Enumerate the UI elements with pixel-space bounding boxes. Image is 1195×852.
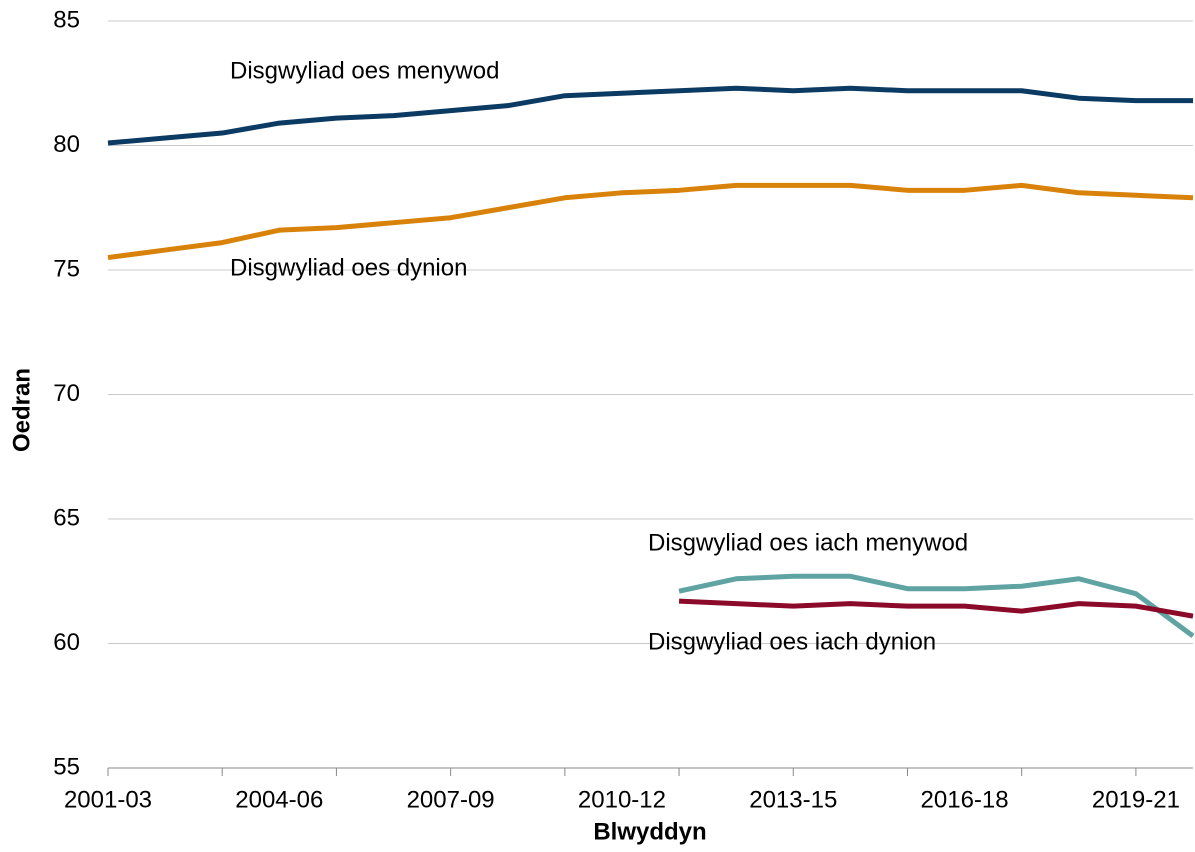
x-tick-label: 2007-09: [407, 786, 495, 813]
series-line: [107, 182, 1194, 261]
x-axis-label: Blwyddyn: [593, 818, 706, 845]
x-tick-label: 2001-03: [64, 786, 152, 813]
y-tick-label: 70: [53, 380, 80, 407]
y-tick-label: 80: [53, 131, 80, 158]
y-tick-label: 85: [53, 6, 80, 33]
x-tick-label: 2016-18: [921, 786, 1009, 813]
y-tick-label: 55: [53, 753, 80, 780]
series-label: Disgwyliad oes iach dynion: [648, 628, 936, 655]
series-label: Disgwyliad oes menywod: [230, 57, 499, 84]
x-tick-label: 2010-12: [578, 786, 666, 813]
y-tick-label: 60: [53, 629, 80, 656]
series-label: Disgwyliad oes dynion: [230, 254, 467, 281]
y-tick-label: 65: [53, 504, 80, 531]
x-tick-label: 2004-06: [235, 786, 323, 813]
series-line: [107, 85, 1193, 146]
x-tick-label: 2019-21: [1092, 786, 1180, 813]
y-axis-label: Oedran: [8, 368, 35, 452]
x-tick-label: 2013-15: [749, 786, 837, 813]
series-line: [678, 598, 1194, 619]
y-tick-label: 75: [53, 255, 80, 282]
series-line: [678, 573, 1195, 639]
series-label: Disgwyliad oes iach menywod: [648, 529, 968, 556]
